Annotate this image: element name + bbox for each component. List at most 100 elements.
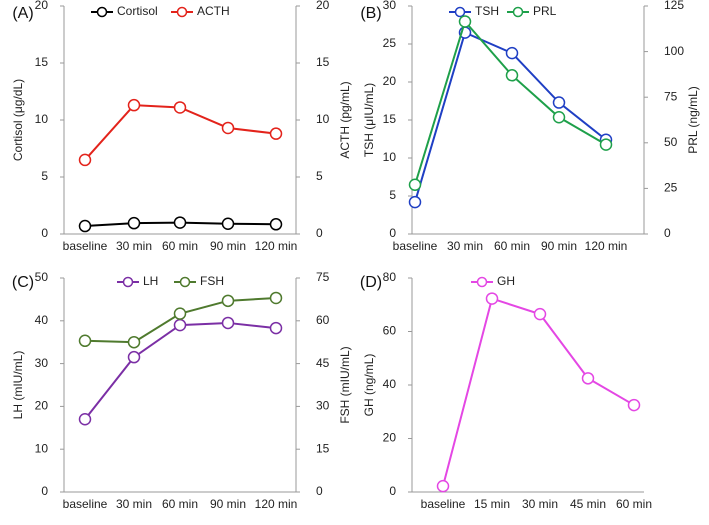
panel-b-tag: (B) xyxy=(360,5,381,22)
panel-b-legend-tsh-swatch-marker xyxy=(454,6,466,18)
panel-b-prl-point xyxy=(408,178,422,192)
panel-a-legend-acth-label: ACTH xyxy=(197,4,230,18)
panel-b-right-tick-label: 50 xyxy=(664,135,678,149)
panel-a-acth-point xyxy=(173,101,187,114)
panel-a-acth-point xyxy=(269,127,283,140)
panel-b-right-tick-label: 75 xyxy=(664,89,678,103)
panel-d-x-tick-label: 45 min xyxy=(570,497,606,511)
panel-d-x-tick-label: 15 min xyxy=(474,497,510,511)
panel-b-left-tick-label: 5 xyxy=(389,188,396,202)
panel-b-legend-prl-swatch-marker xyxy=(512,6,524,18)
panel-d-legend-gh-label: GH xyxy=(497,274,515,288)
panel-a-cortisol-point xyxy=(78,219,92,233)
panel-b-prl-point xyxy=(599,138,613,151)
panel-b-right-tick-label: 0 xyxy=(664,226,671,240)
panel-d-gh-point xyxy=(485,292,499,305)
panel-a-x-tick-label: baseline xyxy=(63,239,108,253)
panel-d-gh-point xyxy=(627,398,641,412)
panel-a-x-tick-label: 30 min xyxy=(116,239,152,253)
panel-a-cortisol-point xyxy=(127,216,141,230)
panel-a-cortisol-point xyxy=(269,218,283,231)
panel-b-left-axis-title: TSH (μIU/mL) xyxy=(362,83,376,157)
panel-c-right-tick-label: 75 xyxy=(316,270,330,284)
panel-a-cortisol-point xyxy=(221,217,235,230)
panel-c-left-tick-label: 0 xyxy=(41,484,48,498)
panel-b-legend-prl-label: PRL xyxy=(533,4,557,18)
panel-a-cortisol-point xyxy=(173,216,187,229)
panel-b-left-tick-label: 10 xyxy=(383,150,397,164)
panel-c-lh-point xyxy=(269,321,283,335)
panel-c-legend-fsh-swatch-marker xyxy=(179,276,191,288)
panel-c-x-tick-label: baseline xyxy=(63,497,108,511)
panel-a-legend-acth-swatch-marker xyxy=(176,6,188,18)
panel-a-acth-point xyxy=(221,121,235,135)
panel-a-right-tick-label: 0 xyxy=(316,226,323,240)
panel-a-left-axis-title: Cortisol (μg/dL) xyxy=(11,79,25,161)
panel-b-prl-point xyxy=(552,111,566,124)
panel-b-right-axis-title: PRL (ng/mL) xyxy=(686,86,700,154)
panel-b-right-tick-label: 125 xyxy=(664,0,684,12)
panel-d: (D) 0 20 40 60 80 GH (ng/mL) baseline 15 min 30 m… xyxy=(360,270,652,511)
panel-c-fsh-point xyxy=(221,294,235,308)
panel-c-right-tick-label: 30 xyxy=(316,399,330,413)
panel-d-tag: (D) xyxy=(360,274,382,291)
panel-b-left-tick-label: 25 xyxy=(383,36,397,50)
panel-c-fsh-point xyxy=(78,334,92,348)
panel-c-legend-lh-swatch-marker xyxy=(122,276,134,288)
panel-c-left-tick-label: 20 xyxy=(35,399,49,413)
panel-b-tsh-point xyxy=(505,46,519,60)
panel-a-acth-point xyxy=(127,98,141,112)
panel-c-x-tick-label: 90 min xyxy=(210,497,246,511)
panel-c-right-axis-title: FSH (mIU/mL) xyxy=(338,346,352,423)
panel-b-right-tick-label: 25 xyxy=(664,181,678,195)
panel-d-gh-point xyxy=(581,372,595,385)
panel-a-legend-cortisol-label: Cortisol xyxy=(117,4,158,18)
panel-b-x-tick-label: 60 min xyxy=(494,239,530,253)
panel-a-right-tick-label: 15 xyxy=(316,55,330,69)
panel-d-x-tick-label: 60 min xyxy=(616,497,652,511)
panel-d-left-tick-label: 0 xyxy=(389,484,396,498)
panel-d-gh-line xyxy=(442,297,635,487)
panel-b-legend-tsh-label: TSH xyxy=(475,4,499,18)
panel-d-legend-gh-swatch-marker xyxy=(476,276,488,288)
panel-c-lh-point xyxy=(173,318,187,332)
panel-c-legend-fsh-label: FSH xyxy=(200,274,224,288)
panel-c-lh-point xyxy=(221,316,235,330)
panel-a-legend-cortisol-swatch-marker xyxy=(96,6,108,18)
panel-d-left-tick-label: 40 xyxy=(383,377,397,391)
panel-a-left-tick-label: 15 xyxy=(35,55,49,69)
panel-c-right-tick-label: 15 xyxy=(316,441,330,455)
panel-d-left-tick-label: 60 xyxy=(383,324,397,338)
panel-a-right-tick-label: 5 xyxy=(316,169,323,183)
panel-d-x-tick-label: baseline xyxy=(421,497,466,511)
panel-c-legend-lh-label: LH xyxy=(143,274,158,288)
panel-c-fsh-point xyxy=(173,307,187,320)
panel-c: (C) 0 10 20 30 40 50 0 15 30 45 60 75 LH (mIU/mL) FSH … xyxy=(11,270,352,511)
panel-b-left-tick-label: 30 xyxy=(383,0,397,12)
panel-a-x-tick-label: 60 min xyxy=(162,239,198,253)
panel-a-x-tick-label: 90 min xyxy=(210,239,246,253)
panel-c-x-tick-label: 120 min xyxy=(255,497,298,511)
panel-a-right-tick-label: 10 xyxy=(316,112,330,126)
panel-c-left-tick-label: 40 xyxy=(35,313,49,327)
panel-d-left-tick-label: 20 xyxy=(383,431,397,445)
panel-d-left-axis-title: GH (ng/mL) xyxy=(362,354,376,417)
panel-b-x-tick-label: 120 min xyxy=(585,239,628,253)
panel-a-left-tick-label: 5 xyxy=(41,169,48,183)
panel-b-tsh-point xyxy=(408,195,422,209)
panel-c-left-tick-label: 30 xyxy=(35,356,49,370)
panel-c-lh-line xyxy=(84,321,277,420)
panel-a-right-axis-title: ACTH (pg/mL) xyxy=(338,81,352,158)
panel-d-x-tick-label: 30 min xyxy=(522,497,558,511)
panel-d-gh-point xyxy=(533,307,547,321)
panel-a-tag: (A) xyxy=(12,5,33,22)
panel-c-tag: (C) xyxy=(12,274,34,291)
panel-d-left-tick-label: 80 xyxy=(383,270,397,284)
panel-c-left-axis-title: LH (mIU/mL) xyxy=(11,351,25,420)
panel-c-right-tick-label: 0 xyxy=(316,484,323,498)
panel-a-left-tick-label: 20 xyxy=(35,0,49,12)
panel-b-x-tick-label: 90 min xyxy=(541,239,577,253)
panel-b-right-tick-label: 100 xyxy=(664,44,684,58)
panel-b-left-tick-label: 0 xyxy=(389,226,396,240)
